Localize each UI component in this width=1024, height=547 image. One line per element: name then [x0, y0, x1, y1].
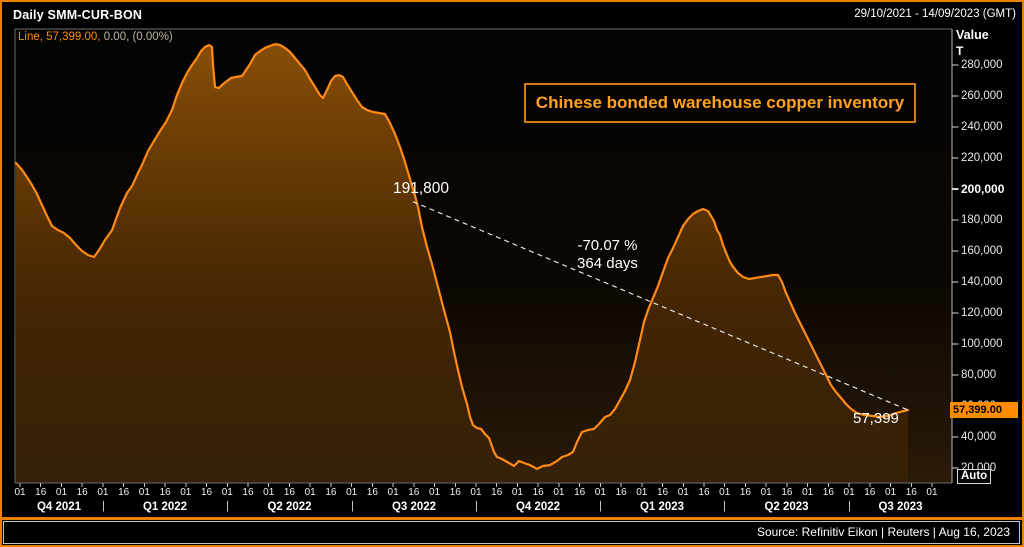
- source-bar: Source: Refinitiv Eikon | Reuters | Aug …: [3, 521, 1020, 544]
- y-axis-title: Value: [956, 28, 989, 42]
- x-tick-label: 16: [532, 487, 544, 498]
- y-axis-tick-marks: [952, 64, 959, 469]
- x-tick-label: 01: [387, 487, 399, 498]
- quarter-label: Q3 2023: [878, 501, 923, 513]
- quarter-label: Q1 2023: [639, 501, 685, 513]
- x-tick-label: 16: [408, 487, 420, 498]
- legend-value: 57,399.00,: [46, 31, 101, 43]
- x-tick-label: 16: [822, 487, 834, 498]
- y-tick-label: 80,000: [961, 369, 997, 381]
- x-tick-label: 16: [698, 487, 710, 498]
- quarter-separator: |: [226, 500, 229, 512]
- x-tick-label: 16: [325, 487, 337, 498]
- chart-title-annotation: Chinese bonded warehouse copper inventor…: [524, 83, 916, 123]
- legend-series-label: Line,: [18, 31, 43, 43]
- last-value-badge[interactable]: 57,399.00: [950, 402, 1018, 418]
- x-tick-label: 16: [574, 487, 586, 498]
- y-tick-label: 240,000: [961, 121, 1003, 133]
- x-tick-label: 16: [449, 487, 461, 498]
- y-tick-label: 140,000: [961, 276, 1003, 288]
- x-tick-label: 01: [553, 487, 565, 498]
- x-tick-label: 01: [14, 487, 26, 498]
- x-tick-label: 01: [511, 487, 523, 498]
- quarter-separator: |: [475, 500, 478, 512]
- x-tick-label: 16: [283, 487, 295, 498]
- x-tick-label: 01: [843, 487, 855, 498]
- x-tick-label: 16: [366, 487, 378, 498]
- x-tick-label: 16: [905, 487, 917, 498]
- x-tick-label: 01: [180, 487, 192, 498]
- x-tick-label: 16: [159, 487, 171, 498]
- x-tick-label: 01: [263, 487, 275, 498]
- x-tick-label: 01: [926, 487, 938, 498]
- y-tick-label: 280,000: [961, 59, 1003, 71]
- x-tick-label: 16: [739, 487, 751, 498]
- annotation-percent: -70.07 %: [577, 237, 638, 254]
- x-tick-label: 01: [636, 487, 648, 498]
- x-tick-label: 01: [221, 487, 233, 498]
- quarter-separator: |: [723, 500, 726, 512]
- x-tick-label: 16: [491, 487, 503, 498]
- y-tick-label: 220,000: [961, 152, 1003, 164]
- y-tick-label: 260,000: [961, 90, 1003, 102]
- x-tick-label: 01: [304, 487, 316, 498]
- series-area-fill: [16, 44, 908, 483]
- quarter-label: Q2 2022: [267, 501, 312, 513]
- y-tick-label: 40,000: [961, 431, 997, 443]
- y-tick-label: 100,000: [961, 338, 1003, 350]
- x-tick-label: 16: [781, 487, 793, 498]
- series-legend[interactable]: Line, 57,399.00, 0.00, (0.00%): [18, 31, 173, 43]
- quarter-separator: |: [599, 500, 602, 512]
- y-tick-label: 120,000: [961, 307, 1003, 319]
- legend-change: 0.00, (0.00%): [103, 31, 173, 43]
- quarter-label: Q1 2022: [142, 501, 188, 513]
- x-tick-label: 16: [615, 487, 627, 498]
- x-tick-label: 01: [719, 487, 731, 498]
- annotation-duration: 364 days: [577, 255, 638, 272]
- series-line[interactable]: [14, 43, 910, 470]
- x-tick-label: 16: [200, 487, 213, 498]
- x-tick-label: 01: [802, 487, 814, 498]
- x-tick-label: 01: [97, 487, 109, 498]
- x-tick-label: 16: [864, 487, 876, 498]
- annotation-start-value: 191,800: [393, 180, 450, 197]
- x-tick-label: 01: [760, 487, 772, 498]
- footer-divider: [2, 517, 1022, 520]
- quarter-label: Q3 2022: [391, 501, 437, 513]
- x-tick-label: 16: [656, 487, 669, 498]
- x-tick-label: 01: [677, 487, 689, 498]
- x-tick-label: 16: [118, 487, 130, 498]
- source-text: Source: Refinitiv Eikon | Reuters | Aug …: [756, 525, 1010, 539]
- x-tick-label: 16: [242, 487, 254, 498]
- x-tick-label: 01: [884, 487, 897, 498]
- quarter-label: Q4 2021: [36, 501, 82, 513]
- quarter-separator: |: [351, 500, 354, 512]
- y-tick-label: 160,000: [961, 245, 1003, 257]
- x-tick-label: 01: [346, 487, 358, 498]
- annotation-change: -70.07 % 364 days: [550, 237, 665, 273]
- x-tick-label: 01: [138, 487, 150, 498]
- x-tick-label: 16: [76, 487, 88, 498]
- x-tick-label: 01: [55, 487, 68, 498]
- date-range: 29/10/2021 - 14/09/2023 (GMT): [854, 8, 1016, 20]
- quarter-separator: |: [848, 500, 851, 512]
- x-tick-label: 16: [35, 487, 47, 498]
- ric-title: Daily SMM-CUR-BON: [13, 8, 143, 22]
- x-tick-label: 01: [594, 487, 606, 498]
- quarter-label: Q2 2023: [764, 501, 809, 513]
- auto-scale-button[interactable]: Auto: [957, 469, 992, 484]
- x-tick-label: 01: [470, 487, 482, 498]
- y-axis-unit: T: [956, 44, 964, 58]
- y-tick-label: 180,000: [961, 214, 1003, 226]
- annotation-end-value: 57,399: [853, 410, 899, 427]
- x-axis-tick-marks: [19, 483, 933, 487]
- y-tick-label: 200,000: [961, 182, 1005, 196]
- x-tick-label: 01: [428, 487, 441, 498]
- quarter-label: Q4 2022: [515, 501, 561, 513]
- quarter-separator: |: [102, 500, 105, 512]
